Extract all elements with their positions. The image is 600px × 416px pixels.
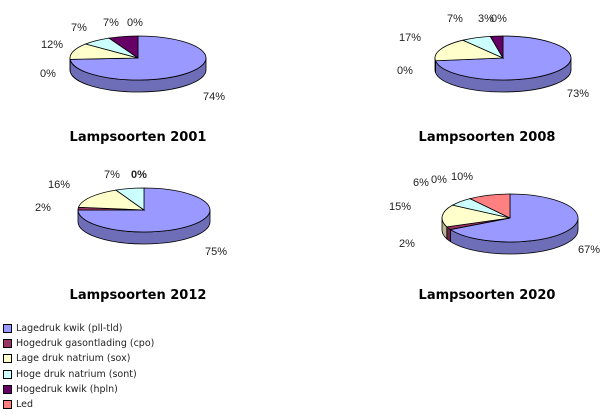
pie-3-data-label-2: 2% (35, 202, 51, 214)
legend-label: Lagedruk kwik (pll-tld) (16, 323, 123, 335)
pie-1-data-label-6: 0% (127, 17, 143, 29)
pie-1-title: Lampsoorten 2001 (70, 130, 207, 145)
pie-3-data-label-4: 7% (104, 169, 120, 181)
legend-item: Hogedruk gasontlading (cpo) (3, 336, 154, 351)
pie-chart-1: 74% 0% 12% 7% 7% 0% Lampsoorten 2001 (40, 17, 225, 145)
pie-2-slice-3 (434, 39, 504, 62)
legend-item: Led (3, 397, 154, 412)
legend-swatch (3, 324, 12, 334)
pie-1-data-label-5: 7% (103, 17, 119, 29)
pie-2-data-label-5: 3% (478, 13, 494, 25)
legend-swatch (3, 400, 12, 410)
legend-swatch (3, 339, 12, 349)
legend: Lagedruk kwik (pll-tld) Hogedruk gasontla… (3, 321, 154, 412)
legend-swatch (3, 354, 12, 364)
pie-2-title: Lampsoorten 2008 (419, 130, 556, 145)
pie-4-data-label-1: 67% (578, 244, 600, 256)
pie-3-slice-1 (77, 187, 211, 233)
legend-item: Lage druk natrium (sox) (3, 351, 154, 366)
pie-2-data-label-4: 7% (447, 13, 463, 25)
legend-item: Lagedruk kwik (pll-tld) (3, 321, 154, 336)
legend-label: Lage druk natrium (sox) (16, 353, 131, 365)
pie-2-data-label-2: 0% (397, 65, 413, 77)
pie-1-data-label-2: 0% (40, 68, 56, 80)
pie-3-data-label-1: 75% (205, 246, 227, 258)
pie-4-data-label-3: 15% (389, 201, 411, 213)
pie-1-data-label-3: 12% (41, 39, 63, 51)
legend-swatch (3, 369, 12, 379)
pie-1-data-label-1: 74% (203, 91, 225, 103)
legend-label: Led (16, 399, 34, 411)
legend-label: Hogedruk kwik (hpln) (16, 383, 118, 395)
pie-1-data-label-4: 7% (71, 22, 87, 34)
pie-3-title: Lampsoorten 2012 (70, 288, 207, 303)
pie-4-slice-6 (468, 193, 511, 219)
pie-chart-3: 75% 2% 16% 7% 0% Lampsoorten 2012 (35, 169, 227, 303)
pie-3-slice-4 (114, 187, 145, 211)
legend-label: Hogedruk gasontlading (cpo) (16, 338, 155, 350)
pie-chart-4: 67% 2% 15%6% 0% 10% Lampsoorten 2020 (389, 171, 600, 303)
pie-4-title: Lampsoorten 2020 (419, 288, 556, 303)
pie-4-data-label-5: 0% (431, 174, 447, 186)
legend-item: Hoge druk natrium (sont) (3, 367, 154, 382)
legend-swatch (3, 384, 12, 394)
pie-2-data-label-1: 73% (567, 88, 589, 100)
pie-4-data-label-4: 6% (413, 177, 429, 189)
pie-2-data-label-6: 0% (491, 13, 507, 25)
pie-3-data-label-6: 0% (131, 169, 147, 181)
pie-2-slice-5 (489, 35, 504, 60)
legend-item: Hogedruk kwik (hpln) (3, 382, 154, 397)
pie-1-slice-5 (107, 35, 139, 59)
pie-3-data-label-3: 16% (48, 179, 70, 191)
pie-4-data-label-6: 10% (451, 171, 473, 183)
pie-3-slice-3 (77, 189, 146, 211)
pie-4-slice-1 (449, 193, 579, 243)
pie-4-slice-3 (441, 204, 511, 228)
pie-2-data-label-3: 17% (399, 32, 421, 44)
pie-chart-2: 73%0%17%7% 3%0%Lampsoorten 2008 (397, 13, 589, 145)
pie-4-data-label-2: 2% (399, 238, 415, 250)
legend-label: Hoge druk natrium (sont) (16, 368, 137, 380)
